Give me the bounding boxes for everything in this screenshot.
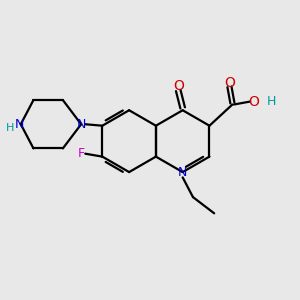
Text: F: F [78, 147, 85, 160]
Text: O: O [248, 94, 259, 109]
Text: H: H [5, 123, 14, 133]
Text: N: N [15, 118, 24, 131]
Text: H: H [267, 95, 277, 108]
Text: N: N [76, 118, 86, 131]
Text: O: O [173, 79, 184, 93]
Text: O: O [224, 76, 235, 90]
Text: N: N [178, 166, 188, 178]
